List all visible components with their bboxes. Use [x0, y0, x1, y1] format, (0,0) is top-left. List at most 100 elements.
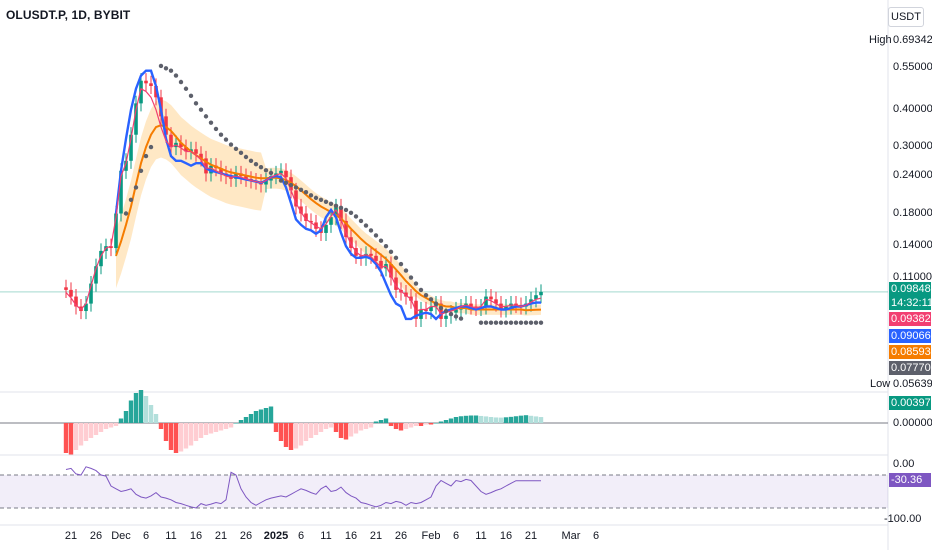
sar-dot — [528, 320, 534, 325]
candle-body — [144, 80, 148, 84]
sar-dot — [453, 314, 459, 319]
histogram-bar — [88, 423, 94, 438]
sar-dot — [438, 305, 444, 311]
sar-dot — [533, 320, 539, 325]
time-tick: 11 — [165, 530, 177, 542]
candle — [179, 135, 183, 156]
histogram-bar — [183, 423, 189, 449]
histogram-bar — [358, 423, 364, 431]
price-pane[interactable] — [0, 63, 888, 327]
candle — [339, 198, 343, 229]
sar-dot — [313, 195, 319, 201]
sar-dot — [433, 301, 439, 306]
histogram-bar — [193, 423, 199, 441]
histogram-bar — [423, 423, 429, 425]
histogram-bar — [108, 423, 114, 428]
price-tick: 0.30000 — [893, 140, 932, 153]
price-tick: 0.11000 — [893, 270, 932, 283]
histogram-bar — [233, 423, 239, 424]
candle-body — [389, 264, 393, 278]
candle-body — [84, 303, 88, 312]
histogram-bar — [518, 415, 524, 423]
histogram-bar — [248, 414, 254, 423]
candle-body — [179, 142, 183, 148]
histogram-bar — [158, 423, 164, 429]
sar-dot — [138, 168, 144, 174]
time-tick: 11 — [320, 530, 332, 542]
ma-orange-band — [116, 99, 541, 316]
candle — [139, 73, 143, 112]
sar-dot — [523, 320, 529, 325]
histogram-bar — [353, 423, 359, 434]
histogram-bar — [318, 423, 324, 432]
histogram-bar — [498, 417, 504, 423]
histogram-bar — [133, 393, 139, 423]
histogram-bar — [238, 420, 244, 423]
histogram-bar — [403, 423, 409, 429]
ma-blue-line — [114, 69, 541, 321]
candle — [149, 75, 153, 95]
histogram-bar — [113, 423, 119, 426]
histogram-pane[interactable] — [0, 390, 888, 455]
candle-body — [114, 213, 118, 249]
histogram-bar — [413, 423, 419, 426]
candle-body — [424, 309, 428, 312]
histogram-bar — [493, 417, 499, 423]
sar-dot — [248, 158, 254, 163]
candle — [469, 296, 473, 315]
sar-dot — [458, 316, 464, 321]
histogram-bar — [523, 415, 529, 423]
candle-body — [164, 116, 168, 135]
sar-dot — [203, 114, 209, 119]
sar-dot — [353, 214, 359, 219]
sar-dot — [268, 170, 274, 176]
candle — [394, 269, 398, 298]
high-label: High — [869, 34, 892, 46]
sar-dot — [233, 146, 239, 152]
histogram-bar — [93, 423, 99, 435]
candle-body — [169, 134, 173, 148]
candle — [84, 296, 88, 320]
candle — [64, 279, 68, 298]
histogram-bar — [163, 423, 169, 441]
sar-dot — [308, 193, 314, 198]
histogram-bar — [453, 417, 459, 423]
sar-dot — [413, 281, 419, 286]
candle-body — [264, 180, 268, 185]
candle-body — [539, 291, 543, 296]
time-tick: Dec — [111, 530, 131, 542]
ma-orange-badge: 0.08593 — [889, 345, 931, 359]
histogram-bar — [258, 409, 264, 423]
price-tick: 0.55000 — [893, 61, 932, 74]
ma-fast-line — [65, 87, 542, 315]
candle — [424, 301, 428, 320]
histogram-bar — [78, 423, 84, 446]
histogram-bar — [303, 423, 309, 441]
histogram-bar — [503, 417, 509, 423]
candle-body — [294, 190, 298, 207]
sar-dot — [513, 320, 519, 325]
histogram-bar — [313, 423, 319, 435]
oscillator-pane[interactable] — [0, 466, 888, 509]
histogram-bar — [533, 416, 539, 423]
histogram-bar — [363, 423, 369, 429]
candle-body — [129, 134, 133, 161]
histogram-bar — [218, 423, 224, 431]
sar-dot — [333, 203, 339, 208]
candle-body — [429, 306, 433, 312]
currency-button[interactable]: USDT — [888, 7, 924, 27]
time-tick: 21 — [64, 530, 78, 542]
sar-dot — [178, 79, 184, 85]
candle — [109, 238, 113, 257]
histogram-bar — [383, 418, 389, 423]
candle — [369, 246, 373, 264]
candle — [219, 160, 223, 182]
histogram-bar — [528, 415, 534, 423]
candle — [489, 288, 493, 308]
oscillator-top-tick: 0.00 — [893, 458, 915, 470]
candle-body — [374, 255, 378, 261]
histogram-bar — [418, 423, 424, 426]
candle — [539, 284, 543, 304]
candle-body — [344, 220, 348, 238]
